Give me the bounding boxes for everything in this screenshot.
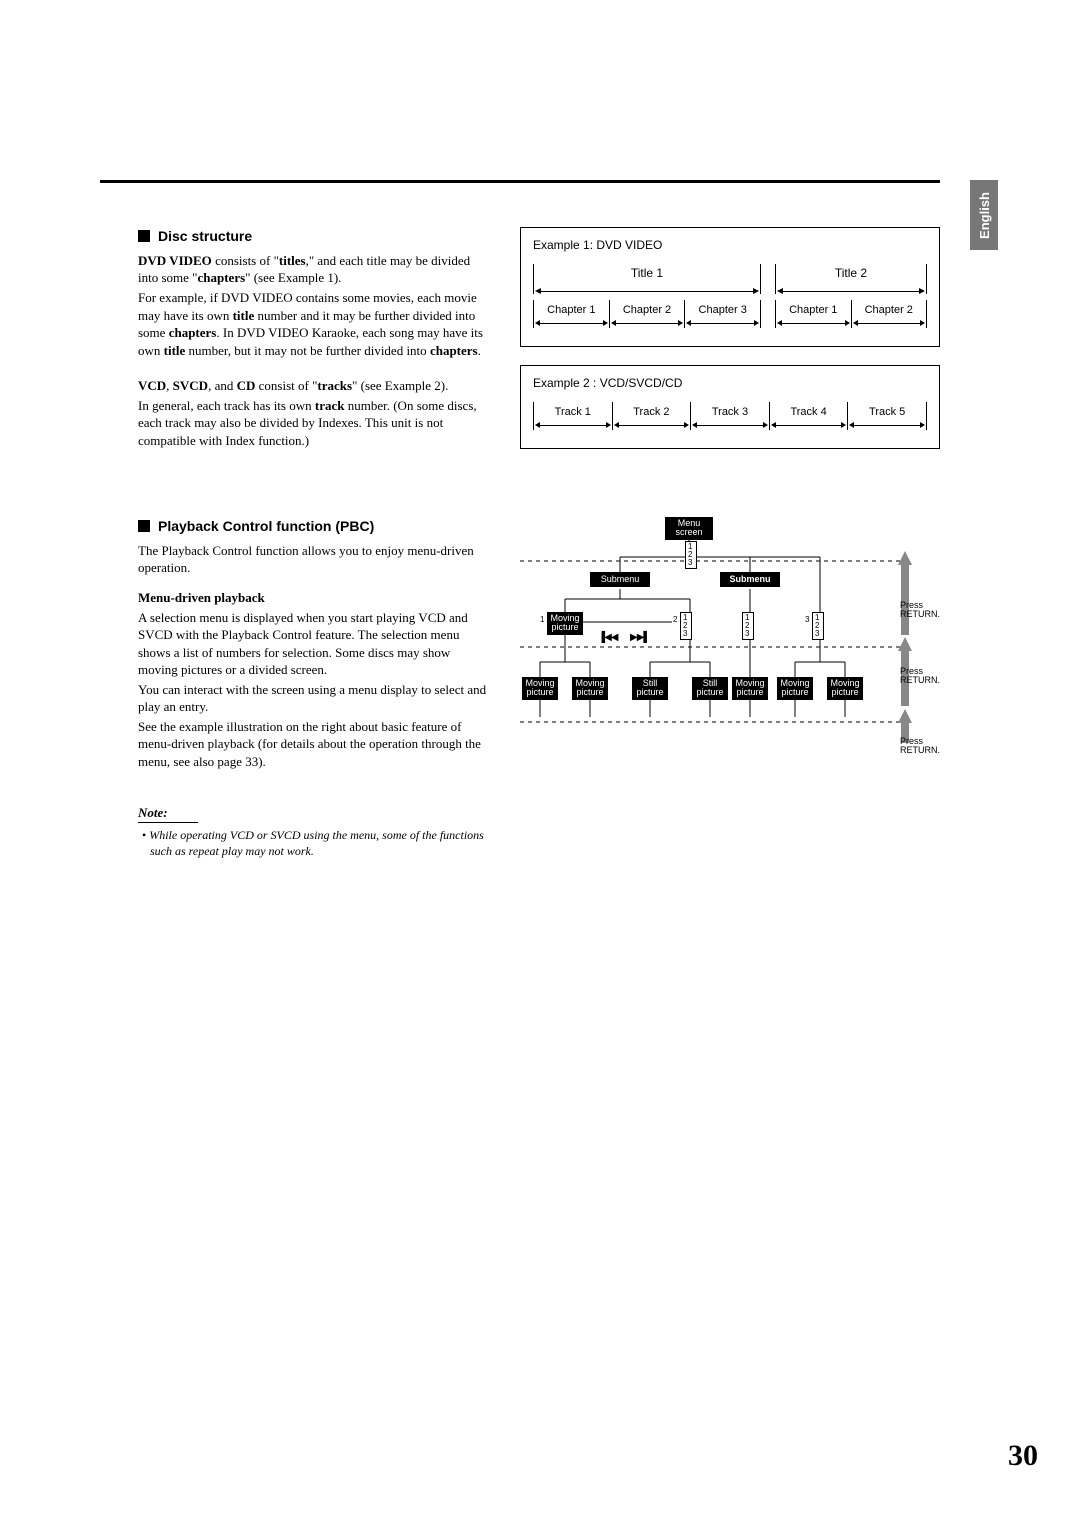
example-1-box: Example 1: DVD VIDEO Title 1 Chapter 1 C… <box>520 227 940 347</box>
pbc-r3-moving: Moving picture <box>522 677 558 700</box>
example-2-title: Example 2 : VCD/SVCD/CD <box>533 376 927 390</box>
press-return-3: Press RETURN. <box>900 737 940 756</box>
press-return-2: Press RETURN. <box>900 667 940 686</box>
pbc-num-3: 3 <box>805 615 809 624</box>
pbc-moving-1: Moving picture <box>547 612 583 635</box>
ex1-t1-ch1: Chapter 1 <box>534 300 610 316</box>
example-2-box: Example 2 : VCD/SVCD/CD Track 1 Track 2 … <box>520 365 940 449</box>
up-arrow-icon <box>898 637 912 651</box>
prev-icon: ▐◀◀ <box>598 632 617 643</box>
header-rule <box>100 180 940 183</box>
pbc-r3-moving: Moving picture <box>572 677 608 700</box>
disc-structure-para-3: VCD, SVCD, and CD consist of "tracks" (s… <box>138 377 488 395</box>
page-number: 30 <box>1008 1439 1038 1473</box>
pbc-r3-moving: Moving picture <box>827 677 863 700</box>
disc-structure-para-1: DVD VIDEO consists of "titles," and each… <box>138 252 488 287</box>
language-label: English <box>977 192 992 239</box>
pbc-num-2: 2 <box>673 615 677 624</box>
pbc-submenu-1: Submenu <box>590 572 650 587</box>
language-tab: English <box>970 180 998 250</box>
ex1-t2-ch1: Chapter 1 <box>776 300 852 316</box>
pbc-p2: You can interact with the screen using a… <box>138 681 488 716</box>
ex2-track-5: Track 5 <box>848 402 927 418</box>
note-heading: Note: <box>138 804 198 823</box>
note-body: While operating VCD or SVCD using the me… <box>138 827 488 859</box>
ex1-t2-ch2: Chapter 2 <box>852 300 928 316</box>
ex1-title-1: Title 1 <box>533 264 761 284</box>
ex1-title-2: Title 2 <box>775 264 927 284</box>
pbc-list-icon: 1 2 3 <box>685 541 697 569</box>
section-heading-disc-structure: Disc structure <box>138 227 488 246</box>
pbc-menu-screen: Menu screen <box>665 517 713 540</box>
disc-structure-para-2: For example, if DVD VIDEO contains some … <box>138 289 488 359</box>
pbc-intro: The Playback Control function allows you… <box>138 542 488 577</box>
pbc-r3-still: Still picture <box>692 677 728 700</box>
ex2-track-1: Track 1 <box>534 402 613 418</box>
pbc-p3: See the example illustration on the righ… <box>138 718 488 771</box>
ex1-t1-ch2: Chapter 2 <box>610 300 686 316</box>
arrow-range <box>775 284 927 294</box>
pbc-list-icon: 1 2 3 <box>812 612 824 640</box>
pbc-subhead: Menu-driven playback <box>138 589 488 607</box>
ex2-track-2: Track 2 <box>613 402 692 418</box>
arrow-range <box>533 284 761 294</box>
up-arrow-icon <box>898 551 912 565</box>
ex2-track-3: Track 3 <box>691 402 770 418</box>
up-arrow-icon <box>898 709 912 723</box>
next-icon: ▶▶▌ <box>630 632 649 643</box>
pbc-num-1: 1 <box>540 615 544 624</box>
ex1-t1-ch3: Chapter 3 <box>685 300 761 316</box>
pbc-submenu-2: Submenu <box>720 572 780 587</box>
pbc-diagram: Menu screen 1 2 3 Submenu Submenu Moving… <box>520 517 940 787</box>
disc-structure-para-4: In general, each track has its own track… <box>138 397 488 450</box>
pbc-r3-still: Still picture <box>632 677 668 700</box>
pbc-p1: A selection menu is displayed when you s… <box>138 609 488 679</box>
pbc-r3-moving: Moving picture <box>732 677 768 700</box>
ex2-track-4: Track 4 <box>770 402 849 418</box>
section-heading-pbc: Playback Control function (PBC) <box>138 517 488 536</box>
pbc-lines <box>520 517 940 787</box>
example-1-title: Example 1: DVD VIDEO <box>533 238 927 252</box>
press-return-1: Press RETURN. <box>900 601 940 620</box>
pbc-r3-moving: Moving picture <box>777 677 813 700</box>
pbc-list-icon: 1 2 3 <box>680 612 692 640</box>
pbc-list-icon: 1 2 3 <box>742 612 754 640</box>
